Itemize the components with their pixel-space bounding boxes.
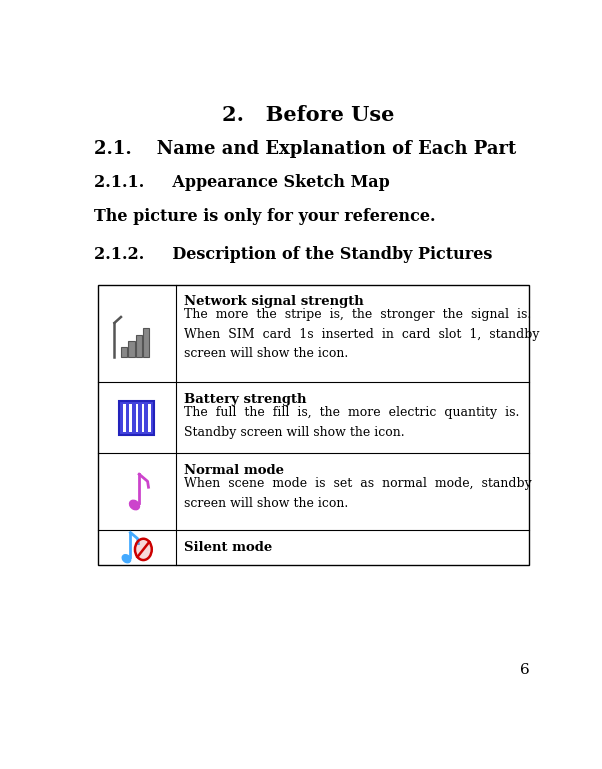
Text: The  more  the  stripe  is,  the  stronger  the  signal  is.: The more the stripe is, the stronger the… — [184, 308, 532, 321]
Bar — [98, 285, 529, 564]
Ellipse shape — [129, 501, 140, 510]
Circle shape — [135, 539, 152, 560]
Text: Battery strength: Battery strength — [184, 393, 307, 406]
Bar — [128, 341, 134, 358]
Bar — [123, 404, 126, 431]
Text: When  scene  mode  is  set  as  normal  mode,  standby: When scene mode is set as normal mode, s… — [184, 477, 532, 490]
Bar — [148, 404, 150, 431]
Text: Network signal strength: Network signal strength — [184, 295, 364, 308]
Text: 2.1.1.     Appearance Sketch Map: 2.1.1. Appearance Sketch Map — [94, 174, 389, 191]
Text: The  full  the  fill  is,  the  more  electric  quantity  is.: The full the fill is, the more electric … — [184, 406, 520, 419]
Bar — [136, 335, 142, 358]
Bar — [121, 347, 127, 358]
Bar — [142, 404, 144, 431]
Text: The picture is only for your reference.: The picture is only for your reference. — [94, 208, 435, 225]
Bar — [129, 404, 132, 431]
Text: 2.   Before Use: 2. Before Use — [222, 105, 395, 125]
Text: 2.1.2.     Description of the Standby Pictures: 2.1.2. Description of the Standby Pictur… — [94, 246, 492, 263]
Bar — [143, 328, 149, 358]
Text: Normal mode: Normal mode — [184, 464, 284, 477]
Bar — [119, 401, 154, 435]
Bar — [135, 404, 138, 431]
Text: When  SIM  card  1s  inserted  in  card  slot  1,  standby: When SIM card 1s inserted in card slot 1… — [184, 328, 540, 341]
Text: screen will show the icon.: screen will show the icon. — [184, 497, 349, 510]
Text: 6: 6 — [520, 664, 530, 677]
Text: Standby screen will show the icon.: Standby screen will show the icon. — [184, 426, 405, 438]
Ellipse shape — [122, 554, 131, 563]
Text: Silent mode: Silent mode — [184, 541, 273, 554]
Text: screen will show the icon.: screen will show the icon. — [184, 348, 349, 361]
Text: 2.1.    Name and Explanation of Each Part: 2.1. Name and Explanation of Each Part — [94, 140, 516, 158]
